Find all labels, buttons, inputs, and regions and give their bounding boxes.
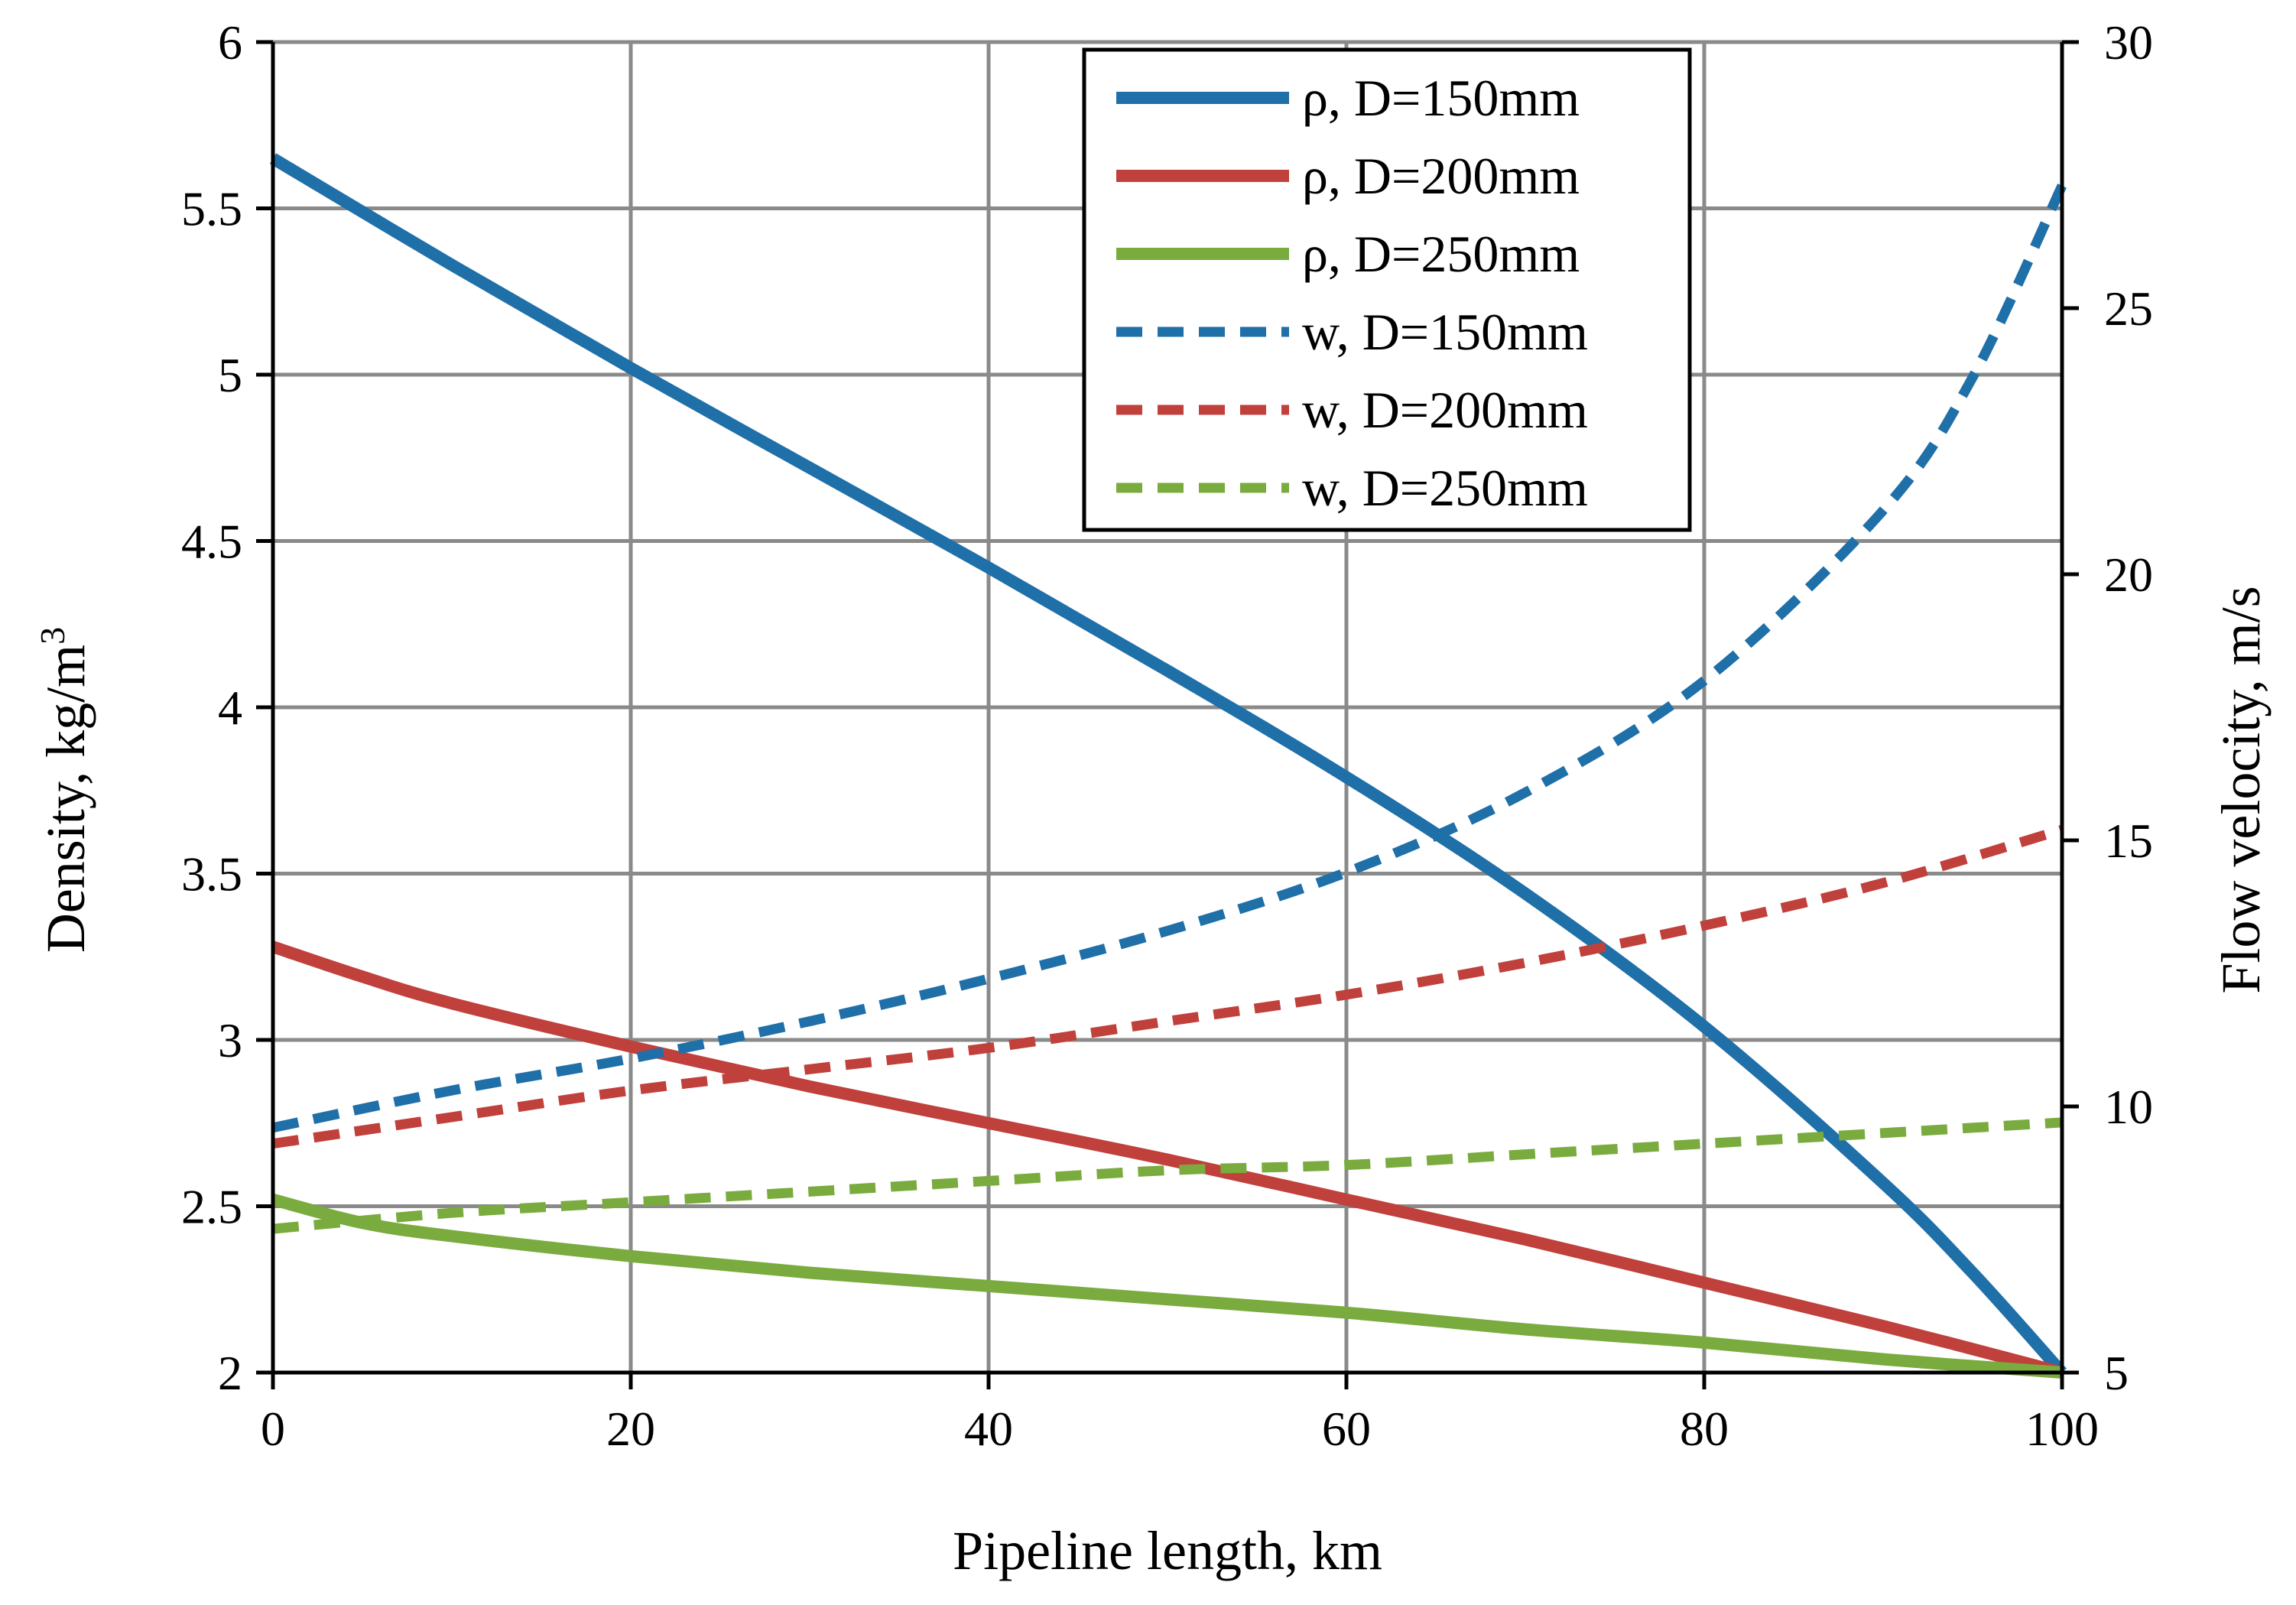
series-line-1	[271, 941, 2064, 1379]
y-tick-label: 6	[218, 15, 242, 70]
y-axis-title-superscript: 3	[33, 627, 72, 645]
x-tick-label: 40	[964, 1402, 1013, 1456]
y2-tick-label: 25	[2104, 281, 2153, 336]
x-tick-label: 60	[1322, 1402, 1371, 1456]
series-line-3	[271, 184, 2067, 1133]
axes	[256, 40, 2079, 1389]
legend-label-0: ρ, D=150mm	[1302, 69, 1580, 127]
series-layer	[269, 153, 2067, 1379]
legend-label-2: ρ, D=250mm	[1302, 225, 1580, 283]
y2-tick-label: 20	[2104, 547, 2153, 602]
y-tick-label: 2	[218, 1346, 242, 1400]
x-tick-label: 0	[261, 1402, 285, 1456]
y-axis-title-text: Density, kg/m	[35, 645, 96, 953]
y-tick-label: 4.5	[181, 515, 242, 569]
x-tick-label: 100	[2025, 1402, 2099, 1456]
x-axis-title: Pipeline length, km	[953, 1520, 1382, 1581]
legend-box	[1082, 47, 1692, 532]
legend-label-5: w, D=250mm	[1302, 459, 1588, 517]
y2-tick-label: 10	[2104, 1080, 2153, 1134]
legend: ρ, D=150mm ρ, D=200mm ρ, D=250mm w, D=150mm…	[1082, 47, 1692, 532]
y-tick-label: 2.5	[181, 1180, 242, 1234]
y2-tick-label: 30	[2104, 15, 2153, 70]
series-line-2	[271, 1194, 2063, 1379]
series-line-5	[272, 1117, 2063, 1234]
y-tick-label: 4	[218, 681, 242, 735]
y-tick-label: 3	[218, 1013, 242, 1067]
legend-label-4: w, D=200mm	[1302, 381, 1588, 439]
y2-tick-label: 5	[2104, 1346, 2129, 1400]
y2-axis-title: Flow velocity, m/s	[2210, 586, 2272, 993]
series-line-4	[272, 824, 2064, 1149]
y-tick-label: 5.5	[181, 182, 242, 236]
legend-label-1: ρ, D=200mm	[1302, 147, 1580, 205]
y-tick-label: 3.5	[181, 847, 242, 902]
x-tick-label: 80	[1680, 1402, 1729, 1456]
y-tick-label: 5	[218, 348, 242, 402]
series-line-0	[269, 153, 2067, 1377]
x-tick-label: 20	[606, 1402, 655, 1456]
y2-tick-label: 15	[2104, 814, 2153, 868]
legend-label-3: w, D=150mm	[1302, 303, 1588, 361]
y-axis-title: Density, kg/m3	[33, 627, 96, 953]
tick-labels: 0 20 40 60 80 100 2 2.5 3 3.5 4 4.5 5 5.5 6 5 10 15 20 25 30	[181, 15, 2153, 1456]
